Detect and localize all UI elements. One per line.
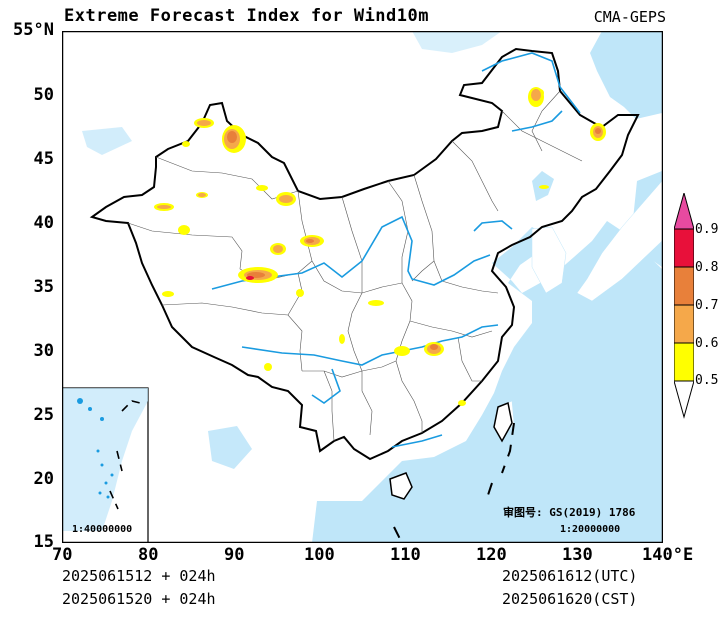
colorbar (674, 193, 694, 419)
legend-label-0.6: 0.6 (695, 336, 719, 351)
y-tick-40: 40 (33, 213, 54, 233)
legend-label-0.5: 0.5 (695, 373, 719, 388)
y-tick-30: 30 (33, 341, 54, 361)
colorbar-0.8-0.9 (674, 228, 694, 268)
inset-south-china-sea (62, 387, 149, 543)
inset-scale: 1:40000000 (72, 524, 133, 535)
taiwan-island (493, 401, 513, 443)
x-tick-70: 70 (52, 545, 73, 565)
x-tick-110: 110 (390, 545, 421, 565)
y-tick-50: 50 (33, 85, 54, 105)
valid-time-cst: 2025061620(CST) (502, 590, 638, 608)
chart-title: Extreme Forecast Index for Wind10m (64, 6, 429, 26)
maritime-boundary (393, 422, 515, 543)
y-tick-20: 20 (33, 469, 54, 489)
x-tick-120: 120 (476, 545, 507, 565)
colorbar-bottom-triangle (674, 380, 694, 419)
rivers (211, 52, 581, 448)
efi-shading (154, 87, 606, 406)
colorbar-0.7-0.8 (674, 266, 694, 306)
x-tick-100: 100 (304, 545, 335, 565)
efi-red (246, 276, 254, 280)
y-tick-25: 25 (33, 405, 54, 425)
init-time-cst: 2025061520 + 024h (62, 590, 216, 608)
colorbar-0.5-0.6 (674, 342, 694, 382)
colorbar-top-triangle (674, 193, 694, 230)
hainan-island (389, 472, 413, 500)
x-tick-80: 80 (138, 545, 159, 565)
legend-label-0.8: 0.8 (695, 260, 719, 275)
y-tick-45: 45 (33, 149, 54, 169)
legend-label-0.7: 0.7 (695, 298, 719, 313)
model-name: CMA-GEPS (593, 8, 666, 26)
x-tick-140: 140°E (642, 545, 694, 565)
main-scale: 1:20000000 (560, 524, 621, 535)
approval-number: 审图号: GS(2019) 1786 (503, 506, 636, 519)
y-tick-35: 35 (33, 277, 54, 297)
init-time-utc: 2025061512 + 024h (62, 567, 216, 585)
map-panel (62, 31, 663, 543)
valid-time-utc: 2025061612(UTC) (502, 567, 638, 585)
x-tick-90: 90 (224, 545, 245, 565)
efi-dark-orange (227, 128, 601, 350)
china-border (89, 47, 640, 461)
colorbar-0.6-0.7 (674, 304, 694, 344)
x-tick-130: 130 (562, 545, 593, 565)
y-tick-15: 15 (33, 532, 54, 552)
legend-label-0.9: 0.9 (695, 222, 719, 237)
y-tick-55: 55°N (13, 20, 54, 40)
